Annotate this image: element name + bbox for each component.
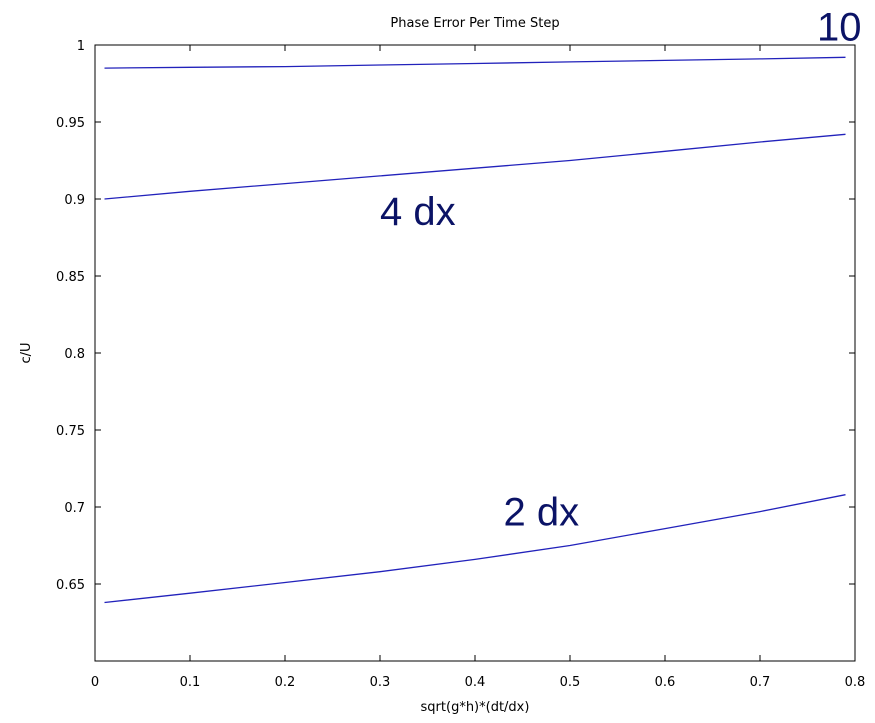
annotation-label: 4 dx xyxy=(380,190,456,234)
y-tick-label: 1 xyxy=(77,39,85,54)
y-tick-label: 0.9 xyxy=(64,193,85,208)
x-tick-label: 0.6 xyxy=(655,675,676,690)
y-tick-label: 0.75 xyxy=(56,424,85,439)
x-axis-title: sqrt(g*h)*(dt/dx) xyxy=(421,700,530,715)
y-tick-label: 0.65 xyxy=(56,578,85,593)
y-tick-label: 0.95 xyxy=(56,116,85,131)
chart-title: Phase Error Per Time Step xyxy=(390,16,559,31)
x-tick-label: 0.7 xyxy=(750,675,771,690)
y-axis-ticks: 0.65 0.7 0.75 0.8 0.85 0.9 0.95 1 xyxy=(56,39,855,593)
series-line-1 xyxy=(104,56,846,69)
x-tick-label: 0 xyxy=(91,675,99,690)
series-layer xyxy=(104,56,846,604)
x-axis-ticks: 0 0.1 0.2 0.3 0.4 0.5 0.6 0.7 0.8 xyxy=(91,45,865,690)
y-tick-label: 0.8 xyxy=(64,347,85,362)
annotation-layer: 10 4 dx 2 dx xyxy=(380,5,862,534)
series-line-2 xyxy=(104,133,846,200)
x-tick-label: 0.2 xyxy=(275,675,296,690)
y-tick-label: 0.7 xyxy=(64,501,85,516)
annotation-label: 2 dx xyxy=(504,490,580,534)
x-tick-label: 0.4 xyxy=(465,675,486,690)
x-tick-label: 0.3 xyxy=(370,675,391,690)
y-tick-label: 0.85 xyxy=(56,270,85,285)
plot-frame xyxy=(94,44,856,662)
x-tick-label: 0.5 xyxy=(560,675,581,690)
x-tick-label: 0.8 xyxy=(845,675,866,690)
annotation-label: 10 xyxy=(817,5,862,49)
series-line-3 xyxy=(104,494,846,604)
y-axis-title: c/U xyxy=(19,342,34,363)
x-tick-label: 0.1 xyxy=(180,675,201,690)
